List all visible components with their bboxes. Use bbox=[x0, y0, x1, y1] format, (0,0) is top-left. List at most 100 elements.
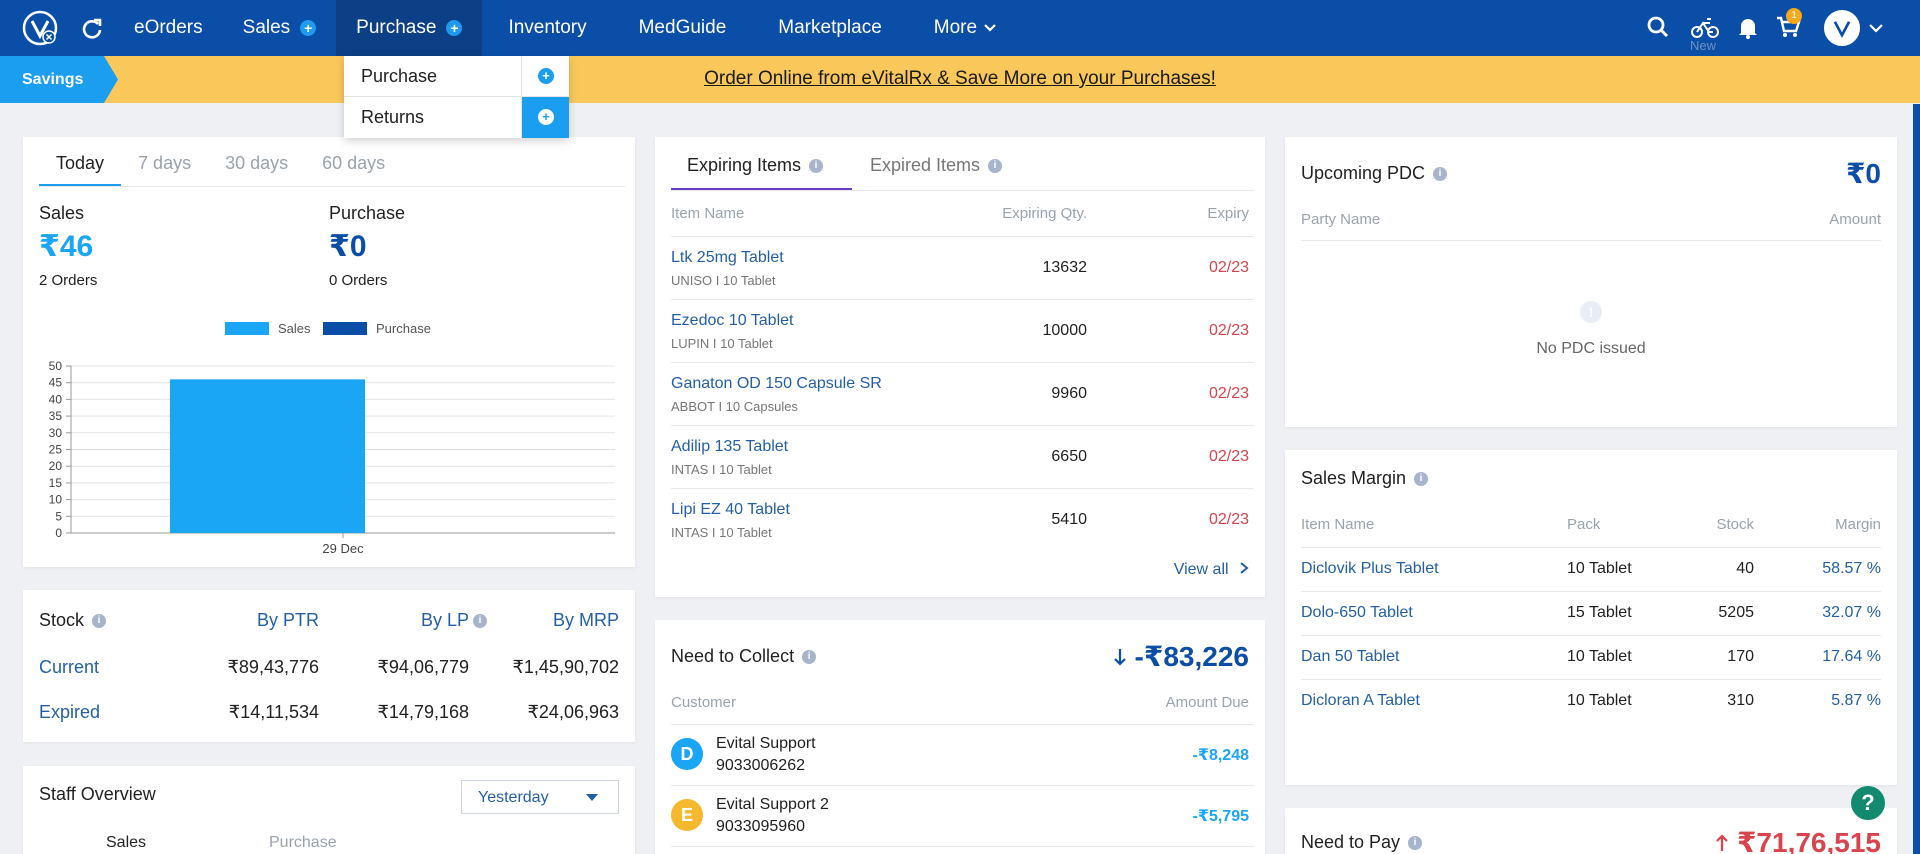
y-tick-label: 10 bbox=[49, 493, 63, 507]
item-name[interactable]: Adilip 135 Tablet bbox=[671, 438, 789, 455]
period-select[interactable]: Yesterday bbox=[461, 780, 619, 814]
info-icon[interactable]: i bbox=[1433, 167, 1448, 182]
col-amount-due: Amount Due bbox=[1165, 694, 1249, 711]
need-to-pay-card: Need to Pay i ₹71,76,515 bbox=[1285, 808, 1897, 854]
info-icon[interactable]: i bbox=[1408, 836, 1423, 851]
nav-inventory-label: Inventory bbox=[508, 17, 587, 38]
refresh-icon[interactable] bbox=[80, 16, 104, 40]
customer-amount-due: -₹8,248 bbox=[1192, 747, 1250, 764]
info-icon[interactable]: i bbox=[92, 614, 107, 629]
margin-item-name[interactable]: Dan 50 Tablet bbox=[1301, 648, 1400, 665]
nav-medguide-label: MedGuide bbox=[638, 17, 727, 38]
item-expiring-qty: 9960 bbox=[1051, 385, 1087, 402]
margin-item-name[interactable]: Diclovik Plus Tablet bbox=[1301, 560, 1439, 577]
info-icon[interactable]: i bbox=[988, 159, 1003, 174]
cart-count-badge: 1 bbox=[1786, 8, 1802, 24]
promo-link[interactable]: Order Online from eVitalRx & Save More o… bbox=[704, 68, 1216, 89]
dropdown-item-purchase[interactable]: Purchase + bbox=[344, 56, 569, 97]
pay-amount-value: ₹71,76,515 bbox=[1736, 827, 1881, 854]
col-amount: Amount bbox=[1829, 211, 1881, 228]
item-name[interactable]: Ltk 25mg Tablet bbox=[671, 249, 784, 266]
table-row[interactable]: Ltk 25mg Tablet UNISO I 10 Tablet 13632 02/… bbox=[655, 237, 1265, 300]
col-expiry: Expiry bbox=[1207, 205, 1249, 222]
item-name[interactable]: Ganaton OD 150 Capsule SR bbox=[671, 375, 882, 392]
table-row[interactable]: Dan 50 Tablet 10 Tablet 170 17.64 % bbox=[1285, 636, 1897, 680]
dropdown-item-returns[interactable]: Returns + bbox=[344, 97, 569, 138]
info-icon[interactable]: i bbox=[809, 159, 824, 174]
table-row[interactable]: Ezedoc 10 Tablet LUPIN I 10 Tablet 10000 02… bbox=[655, 300, 1265, 363]
by-ptr-header[interactable]: By PTR bbox=[256, 610, 319, 630]
arrow-up-icon bbox=[1716, 834, 1728, 851]
item-expiring-qty: 6650 bbox=[1051, 448, 1087, 465]
sales-margin-card: Sales Margin i Item Name Pack Stock Margi… bbox=[1285, 450, 1897, 785]
y-tick-label: 30 bbox=[49, 426, 63, 440]
table-row[interactable]: Adilip 135 Tablet INTAS I 10 Tablet 6650 02… bbox=[655, 426, 1265, 489]
table-row[interactable]: Lipi EZ 40 Tablet INTAS I 10 Tablet 5410 02… bbox=[655, 489, 1265, 552]
item-name[interactable]: Lipi EZ 40 Tablet bbox=[671, 501, 790, 518]
tab-today[interactable]: Today bbox=[39, 147, 122, 186]
list-item[interactable]: E Evital Support 2 9033095960 -₹5,795 bbox=[655, 786, 1265, 847]
delivery-bike-icon[interactable] bbox=[1690, 14, 1720, 40]
add-sale-icon[interactable]: + bbox=[300, 20, 317, 36]
nav-sales[interactable]: Sales + bbox=[223, 0, 337, 56]
by-lp-label[interactable]: By LP bbox=[420, 610, 469, 630]
chevron-down-icon[interactable] bbox=[1868, 20, 1884, 36]
help-button[interactable]: ? bbox=[1851, 786, 1885, 820]
table-row[interactable]: Diclovik Plus Tablet 10 Tablet 40 58.57 % bbox=[1285, 548, 1897, 592]
tab-expired-items[interactable]: Expired Items i bbox=[870, 155, 1003, 176]
row-divider bbox=[671, 362, 1254, 363]
info-icon[interactable]: i bbox=[1414, 472, 1429, 487]
row-divider bbox=[671, 488, 1254, 489]
item-manufacturer-pack: INTAS I 10 Tablet bbox=[671, 462, 772, 477]
nav-marketplace[interactable]: Marketplace bbox=[752, 0, 908, 56]
arrow-down-icon bbox=[1113, 649, 1126, 666]
expired-stock-label[interactable]: Expired bbox=[39, 702, 101, 722]
current-stock-label[interactable]: Current bbox=[39, 657, 100, 677]
evitalrx-logo[interactable] bbox=[22, 10, 58, 46]
search-icon[interactable] bbox=[1645, 14, 1671, 40]
nav-more[interactable]: More bbox=[908, 0, 1023, 56]
pdc-title-text: Upcoming PDC bbox=[1301, 163, 1426, 183]
nav-medguide[interactable]: MedGuide bbox=[613, 0, 753, 56]
item-name[interactable]: Ezedoc 10 Tablet bbox=[671, 312, 794, 329]
margin-item-name[interactable]: Dicloran A Tablet bbox=[1301, 692, 1420, 709]
list-item[interactable]: D Evital Support 9033006262 -₹8,248 bbox=[655, 725, 1265, 786]
y-tick-label: 20 bbox=[49, 459, 63, 473]
table-row[interactable]: Dicloran A Tablet 10 Tablet 310 5.87 % bbox=[1285, 680, 1897, 724]
nav-eorders[interactable]: eOrders bbox=[114, 0, 223, 56]
expired-lp: ₹14,79,168 bbox=[377, 702, 469, 722]
item-expiry: 02/23 bbox=[1208, 385, 1249, 402]
add-purchase-button[interactable]: + bbox=[521, 56, 569, 97]
margin-item-name[interactable]: Dolo-650 Tablet bbox=[1301, 604, 1413, 621]
nav-inventory[interactable]: Inventory bbox=[482, 0, 612, 56]
tab-30-days[interactable]: 30 days bbox=[225, 153, 289, 173]
nav-purchase[interactable]: Purchase + bbox=[336, 0, 483, 56]
item-manufacturer-pack: LUPIN I 10 Tablet bbox=[671, 336, 773, 351]
by-mrp-header[interactable]: By MRP bbox=[552, 610, 619, 630]
bar bbox=[170, 379, 365, 533]
page-scrollbar[interactable] bbox=[1913, 104, 1920, 854]
expiring-items-card: Expiring Items i Expired Items i Item Name… bbox=[655, 137, 1265, 597]
tab-7-days[interactable]: 7 days bbox=[138, 153, 192, 173]
add-purchase-icon[interactable]: + bbox=[446, 20, 463, 36]
item-manufacturer-pack: UNISO I 10 Tablet bbox=[671, 273, 776, 288]
customer-name[interactable]: Evital Support 2 bbox=[716, 796, 829, 813]
tab-60-days[interactable]: 60 days bbox=[322, 153, 386, 173]
bell-icon[interactable] bbox=[1735, 14, 1761, 40]
pdc-title: Upcoming PDC i bbox=[1301, 163, 1448, 184]
info-icon[interactable]: i bbox=[473, 614, 487, 629]
promo-banner bbox=[0, 56, 1920, 103]
tab-expiring-items[interactable]: Expiring Items i bbox=[687, 155, 824, 176]
table-row[interactable]: Dolo-650 Tablet 15 Tablet 5205 32.07 % bbox=[1285, 592, 1897, 636]
header-divider bbox=[671, 236, 1254, 237]
x-tick-label: 29 Dec bbox=[322, 541, 364, 556]
table-row[interactable]: Ganaton OD 150 Capsule SR ABBOT I 10 Caps… bbox=[655, 363, 1265, 426]
add-return-button[interactable]: + bbox=[521, 97, 569, 138]
customer-name[interactable]: Evital Support bbox=[716, 735, 816, 752]
collect-title: Need to Collect i bbox=[671, 646, 817, 667]
info-icon[interactable]: i bbox=[802, 650, 817, 665]
avatar[interactable] bbox=[1824, 10, 1860, 46]
view-all-link[interactable]: View all bbox=[1174, 561, 1249, 579]
y-tick-label: 35 bbox=[49, 409, 63, 423]
pdc-amount: ₹0 bbox=[1845, 158, 1881, 189]
